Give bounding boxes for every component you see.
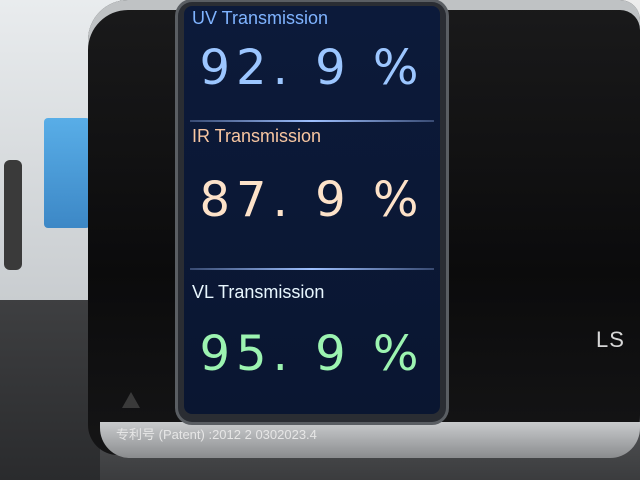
ir-divider bbox=[190, 268, 434, 270]
warning-icon bbox=[122, 392, 140, 408]
brand-mark: LS bbox=[596, 327, 625, 352]
display-screen: UV Transmission 92. 9 % IR Transmission … bbox=[184, 6, 440, 414]
ir-title: IR Transmission bbox=[192, 126, 322, 146]
ir-value: 87. 9 % bbox=[199, 172, 425, 228]
vl-title: VL Transmission bbox=[192, 282, 325, 302]
bench bbox=[0, 300, 100, 480]
pipette-tool bbox=[4, 160, 22, 270]
blue-basket bbox=[44, 118, 90, 228]
device-bottom-panel bbox=[100, 422, 640, 458]
uv-divider bbox=[190, 120, 434, 122]
uv-value: 92. 9 % bbox=[199, 40, 425, 96]
vl-value: 95. 9 % bbox=[199, 326, 425, 382]
patent-text: 专利号 (Patent) :2012 2 0302023.4 bbox=[116, 427, 317, 442]
uv-title: UV Transmission bbox=[192, 8, 329, 28]
